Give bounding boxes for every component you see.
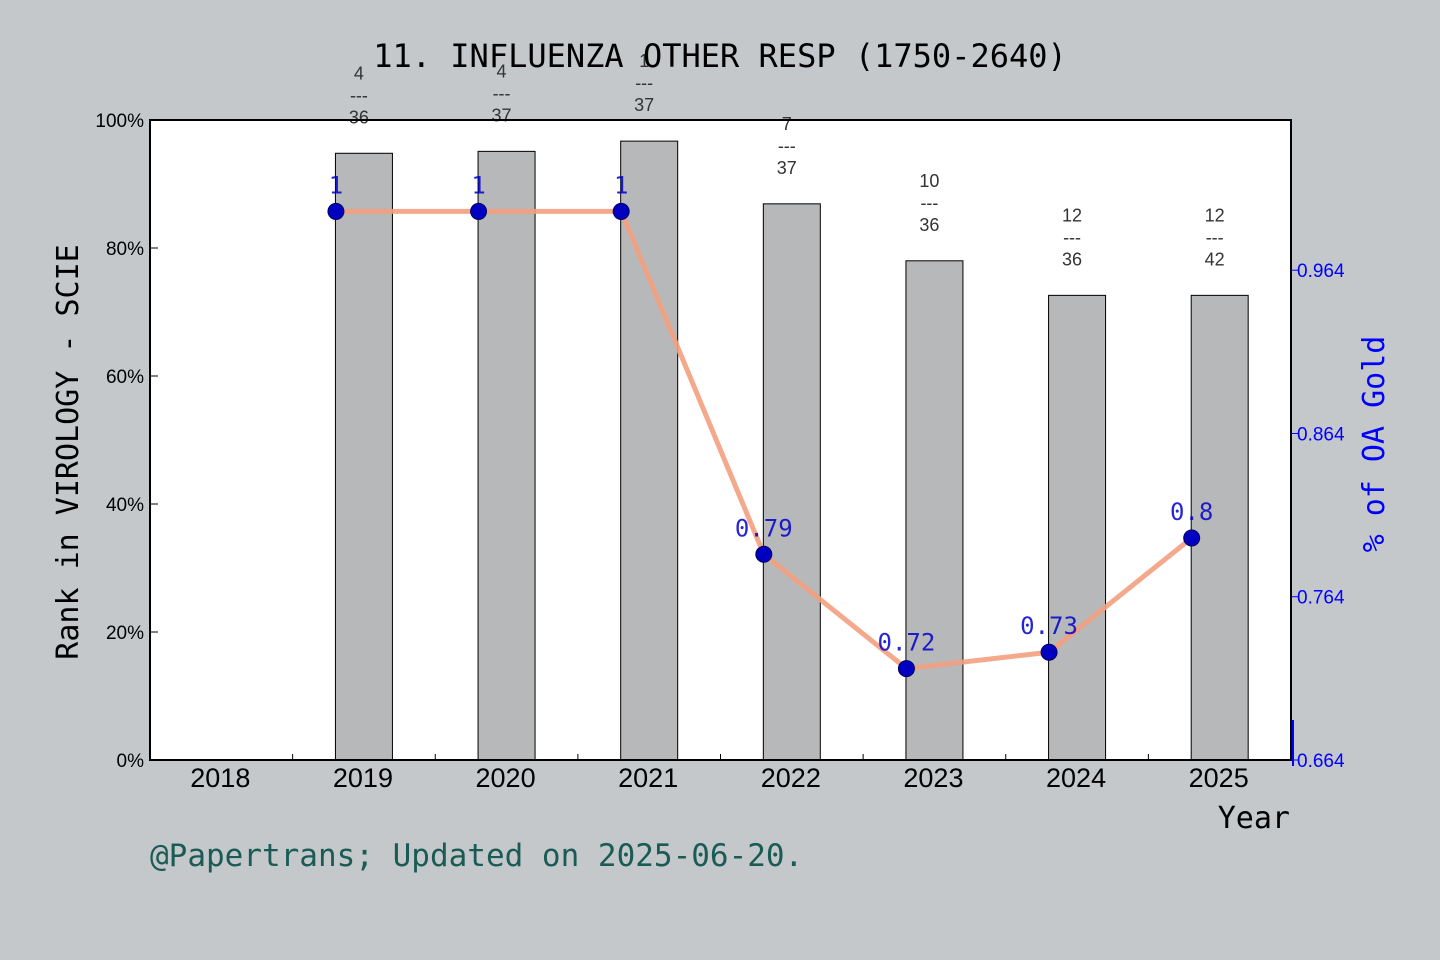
rank-label-2023: 10 ---36 <box>919 171 939 235</box>
oa-label-2025: 0.8 <box>1170 498 1213 526</box>
bar-2025 <box>1190 294 1249 761</box>
point-labels-group: 1 1 1 0.79 0.72 0.73 0.8 <box>329 171 1214 656</box>
x-tick-label-2020: 2020 <box>476 763 536 793</box>
bar-2024 <box>1048 294 1107 761</box>
x-tick-label-2021: 2021 <box>618 763 678 793</box>
oa-point-2021 <box>612 202 630 220</box>
x-tick-label-2022: 2022 <box>761 763 821 793</box>
oa-label-2024: 0.73 <box>1020 612 1078 640</box>
y-tick-label-0: 0% <box>117 751 145 772</box>
y2-tick-label-0-864: 0.864 <box>1297 424 1345 445</box>
plot-area <box>150 120 1291 760</box>
bars-group <box>334 140 1249 761</box>
points-group <box>327 202 1201 678</box>
oa-label-2019: 1 <box>329 171 343 199</box>
y-tick-label-40: 40% <box>106 495 144 516</box>
oa-label-2023: 0.72 <box>878 629 936 657</box>
y2-tick-label-0-764: 0.764 <box>1297 588 1345 609</box>
oa-point-2024 <box>1040 643 1058 661</box>
y-axis-label: Rank in VIROLOGY - SCIE <box>51 244 86 659</box>
rank-label-2019: 4 ---36 <box>349 63 369 127</box>
bar-2022 <box>762 203 821 761</box>
oa-point-2022 <box>755 545 773 563</box>
y2-axis-label: % of OA Gold <box>1357 336 1392 553</box>
chart-title: 11. INFLUENZA OTHER RESP (1750-2640) <box>373 37 1067 75</box>
x-tick-label-2025: 2025 <box>1189 763 1249 793</box>
y2-tick-label-0-964: 0.964 <box>1297 261 1345 282</box>
rank-label-2024: 12 ---36 <box>1062 205 1082 269</box>
rank-label-2021: 1 ---37 <box>634 51 654 115</box>
y-tick-label-60: 60% <box>106 367 144 388</box>
x-axis: 2018 2019 2020 2021 2022 2023 2024 2025 <box>190 754 1249 793</box>
oa-point-2019 <box>327 202 345 220</box>
oa-point-2025 <box>1183 529 1201 547</box>
left-axis: 0% 20% 40% 60% 80% 100% <box>95 111 158 772</box>
rank-label-2025: 12 ---42 <box>1205 205 1225 269</box>
x-tick-label-2019: 2019 <box>333 763 393 793</box>
oa-label-2020: 1 <box>471 171 485 199</box>
x-tick-label-2023: 2023 <box>903 763 963 793</box>
bar-2019 <box>334 152 393 761</box>
oa-point-2023 <box>897 660 915 678</box>
y2-tick-label-0-664: 0.664 <box>1297 751 1345 772</box>
footer-credit: @Papertrans; Updated on 2025-06-20. <box>150 838 803 874</box>
y-tick-label-20: 20% <box>106 623 144 644</box>
x-tick-label-2018: 2018 <box>190 763 250 793</box>
x-tick-label-2024: 2024 <box>1046 763 1106 793</box>
bar-2021 <box>620 140 679 761</box>
y-tick-label-80: 80% <box>106 239 144 260</box>
right-axis: 0.664 0.764 0.864 0.964 <box>1291 261 1345 772</box>
oa-point-2020 <box>470 202 488 220</box>
rank-label-2022: 7 ---37 <box>777 114 797 178</box>
y-tick-label-100: 100% <box>95 111 144 132</box>
x-axis-label: Year <box>1218 801 1290 836</box>
bar-2020 <box>477 150 536 761</box>
oa-label-2022: 0.79 <box>735 514 793 542</box>
oa-label-2021: 1 <box>614 171 628 199</box>
bar-2023 <box>905 260 964 761</box>
